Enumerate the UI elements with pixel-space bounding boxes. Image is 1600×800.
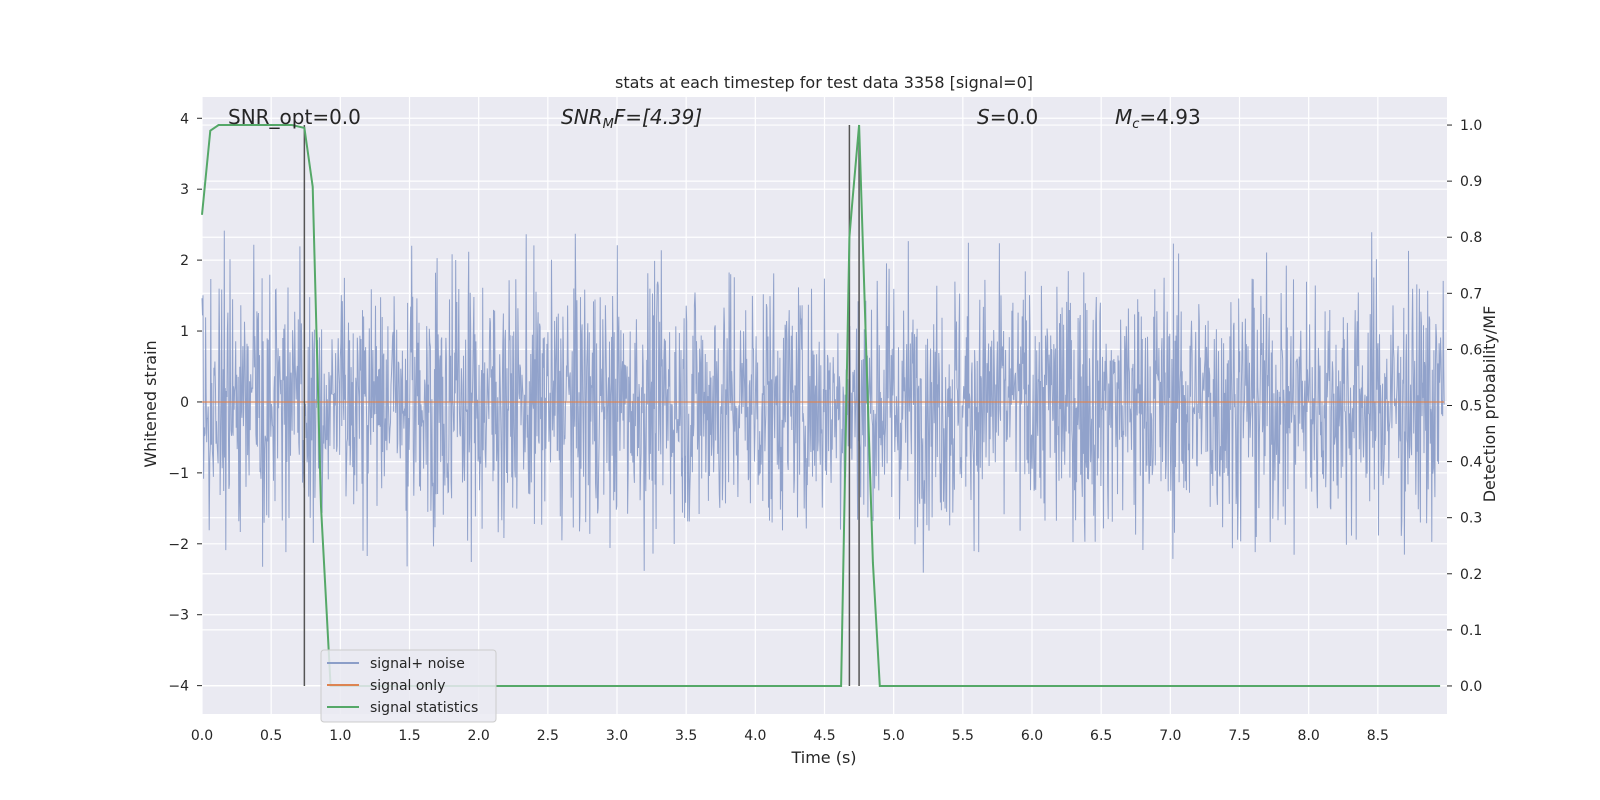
snr-mf-prefix: SNR [561, 105, 603, 129]
x-ticks: 0.0 0.5 1.0 1.5 2.0 2.5 3.0 3.5 4.0 4.5 5.0 5.5 6.0 6… [191, 728, 1389, 744]
y-tick-label-right-3: 0.7 [1460, 286, 1482, 302]
legend-label-signal-only: signal only [370, 678, 445, 694]
y-tick-label-left-6: −2 [168, 537, 189, 553]
mc-suffix: =4.93 [1139, 105, 1200, 129]
y-tick-label-left-0: 4 [180, 111, 189, 127]
y-tick-label-left-5: −1 [168, 466, 189, 482]
snr-mf-suffix: F=[4.39] [614, 105, 702, 129]
x-tick-label-12: 6.0 [1021, 728, 1043, 744]
s-prefix: S [977, 105, 990, 129]
x-tick-label-3: 1.5 [398, 728, 420, 744]
vertical-lines [303, 125, 860, 686]
x-tick-label-10: 5.0 [883, 728, 905, 744]
noise-series [201, 230, 1445, 573]
x-tick-label-4: 2.0 [468, 728, 490, 744]
x-tick-label-7: 3.5 [675, 728, 697, 744]
y-tick-label-right-5: 0.5 [1460, 399, 1482, 415]
y-tick-label-right-4: 0.6 [1460, 342, 1482, 358]
y-tick-label-right-8: 0.2 [1460, 567, 1482, 583]
noise-line [201, 230, 1445, 573]
x-tick-label-16: 8.0 [1298, 728, 1320, 744]
y-tick-label-right-0: 1.0 [1460, 118, 1482, 134]
x-tick-label-15: 7.5 [1228, 728, 1250, 744]
y-tick-label-left-7: −3 [168, 608, 189, 624]
y-tick-label-right-6: 0.4 [1460, 455, 1482, 471]
legend-box [320, 649, 497, 723]
y-tick-label-left-2: 2 [180, 253, 189, 269]
x-tick-label-13: 6.5 [1090, 728, 1112, 744]
y-ticks-left: 4 3 2 1 0 −1 −2 −3 −4 [168, 111, 202, 695]
x-tick-label-9: 4.5 [813, 728, 835, 744]
y-axis-label-right: Detection probability/MF [1480, 306, 1499, 503]
y-ticks-right: 1.0 0.9 0.8 0.7 0.6 0.5 0.4 0.3 0.2 0.1 0.0 [1447, 118, 1482, 695]
legend-label-stats: signal statistics [370, 700, 478, 716]
y-tick-label-right-7: 0.3 [1460, 511, 1482, 527]
y-tick-label-right-1: 0.9 [1460, 174, 1482, 190]
x-tick-label-6: 3.0 [606, 728, 628, 744]
x-tick-label-17: 8.5 [1367, 728, 1389, 744]
x-axis-label: Time (s) [790, 748, 856, 767]
y-tick-label-left-1: 3 [180, 182, 189, 198]
annotation-snr-opt: SNR_opt=0.0 [228, 105, 361, 129]
y-tick-label-right-10: 0.0 [1460, 679, 1482, 695]
legend-label-noise: signal+ noise [370, 656, 465, 672]
x-tick-label-1: 0.5 [260, 728, 282, 744]
y-tick-label-right-9: 0.1 [1460, 623, 1482, 639]
y-tick-label-left-3: 1 [180, 324, 189, 340]
annotation-s: S=0.0 [977, 105, 1038, 129]
y-tick-label-right-2: 0.8 [1460, 230, 1482, 246]
snr-mf-sub: M [603, 117, 614, 132]
x-tick-label-8: 4.0 [744, 728, 766, 744]
x-tick-label-11: 5.5 [952, 728, 974, 744]
x-tick-label-14: 7.0 [1159, 728, 1181, 744]
x-tick-label-0: 0.0 [191, 728, 213, 744]
x-tick-label-5: 2.5 [537, 728, 559, 744]
annotation-mc: Mc=4.93 [1115, 105, 1201, 132]
chart-title: stats at each timestep for test data 335… [615, 73, 1033, 92]
mc-sub: c [1132, 117, 1139, 132]
stats-series [201, 124, 1441, 687]
y-tick-label-left-4: 0 [180, 395, 189, 411]
s-suffix: =0.0 [990, 105, 1039, 129]
mc-prefix: M [1115, 105, 1132, 129]
y-tick-label-left-8: −4 [168, 679, 189, 695]
annotation-snr-mf: SNRMF=[4.39] [561, 105, 702, 132]
x-tick-label-2: 1.0 [329, 728, 351, 744]
legend: signal+ noise signal only signal statist… [320, 649, 497, 723]
y-axis-label-left: Whitened strain [141, 340, 160, 467]
stats-line [201, 124, 1441, 687]
